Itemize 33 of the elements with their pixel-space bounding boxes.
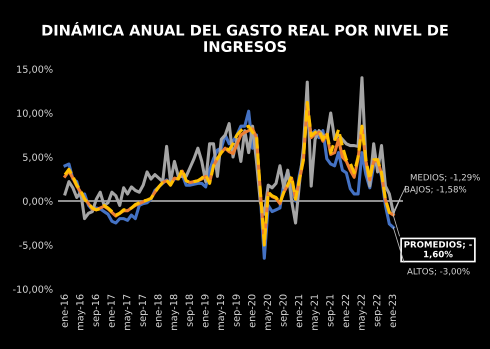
annotation: ALTOS; -3,00% xyxy=(407,268,470,276)
x-tick-label: ene-16 xyxy=(60,294,68,328)
y-tick-label: -5,00% xyxy=(19,241,53,250)
x-tick-label: sep-22 xyxy=(373,294,382,326)
annotation: PROMEDIOS; - 1,60% xyxy=(404,241,472,258)
x-tick-label: may-20 xyxy=(264,294,273,330)
chart-title: DINÁMICA ANUAL DEL GASTO REAL POR NIVEL DE INGRESOS xyxy=(42,22,448,52)
x-tick-label: ene-21 xyxy=(294,294,302,328)
x-tick-label: ene-20 xyxy=(248,294,256,328)
annotation: BAJOS; -1,58% xyxy=(404,186,466,194)
x-tick-label: ene-19 xyxy=(201,294,209,328)
x-tick-label: may-16 xyxy=(76,294,86,330)
x-tick-label: may-19 xyxy=(216,294,226,330)
x-tick-label: sep-21 xyxy=(326,294,336,326)
x-tick-label: ene-18 xyxy=(154,294,162,328)
x-tick-label: ene-17 xyxy=(108,294,115,328)
y-tick-label: 15,00% xyxy=(17,65,53,74)
y-tick-label: 10,00% xyxy=(17,109,53,118)
y-tick-label: 0,00% xyxy=(22,197,53,206)
x-tick-label: ene-23 xyxy=(388,294,396,328)
x-tick-label: sep-20 xyxy=(279,294,289,326)
x-tick-label: sep-16 xyxy=(92,294,101,326)
x-tick-label: may-21 xyxy=(310,294,320,330)
x-tick-label: may-18 xyxy=(170,294,180,330)
x-tick-label: sep-19 xyxy=(232,294,242,326)
x-tick-label: ene-22 xyxy=(342,294,350,328)
y-tick-label: 5,00% xyxy=(23,153,53,162)
x-tick-label: may-22 xyxy=(357,294,367,330)
annotation: MEDIOS; -1,29% xyxy=(410,174,480,182)
x-tick-label: sep-17 xyxy=(138,294,148,326)
x-tick-label: may-17 xyxy=(123,294,132,330)
y-tick-label: -10,00% xyxy=(13,285,53,294)
x-tick-label: sep-18 xyxy=(186,294,195,326)
